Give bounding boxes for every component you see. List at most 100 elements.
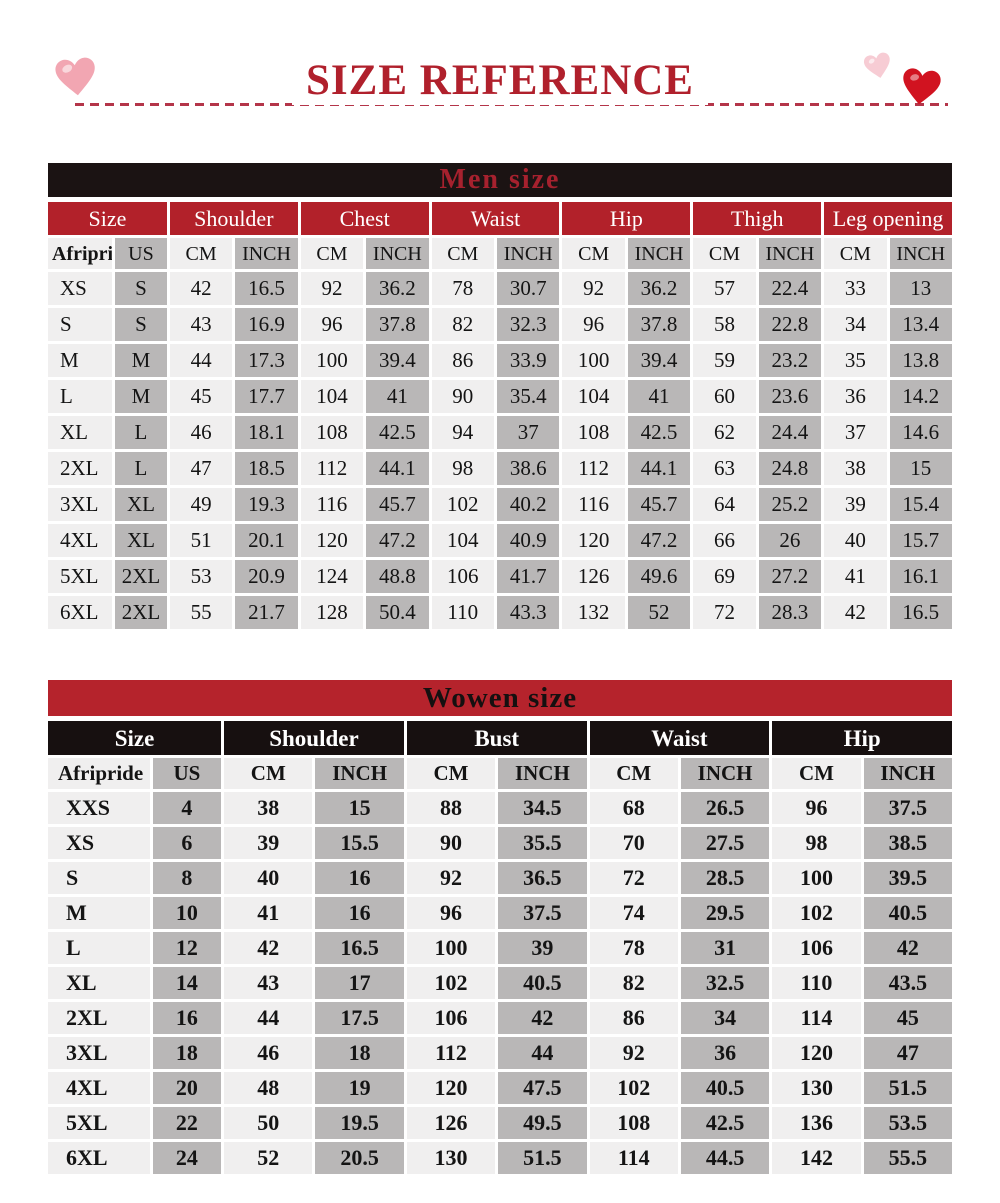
table-row: S 8 40 16 92 36.5 72 28.5 100 39.5 xyxy=(48,862,952,894)
value-cell: 108 xyxy=(562,416,625,449)
value-cell: 90 xyxy=(431,380,494,413)
value-cell: 16 xyxy=(152,1002,222,1034)
table-row: 3XL 18 46 18 112 44 92 36 120 47 xyxy=(48,1037,952,1069)
value-cell: 51.5 xyxy=(498,1142,587,1174)
value-cell: 136 xyxy=(772,1107,861,1139)
value-cell: 18.1 xyxy=(235,416,298,449)
value-cell: 38 xyxy=(224,792,313,824)
value-cell: 40 xyxy=(224,862,313,894)
value-cell: 37.8 xyxy=(366,308,429,341)
value-cell: 55.5 xyxy=(863,1142,952,1174)
value-cell: 104 xyxy=(300,380,364,413)
value-cell: 100 xyxy=(406,932,496,964)
size-cell: XS xyxy=(48,272,112,305)
value-cell: 120 xyxy=(562,524,625,557)
column-group-waist: Waist xyxy=(589,721,770,755)
table-row: 6XL 2XL 55 21.7 128 50.4 110 43.3 132 52 72 28.3 42 1… xyxy=(48,596,952,629)
size-cell: M xyxy=(48,897,150,929)
value-cell: 66 xyxy=(693,524,756,557)
value-cell: 42 xyxy=(863,932,952,964)
value-cell: 17.5 xyxy=(315,1002,404,1034)
subheader-cell-cm-2: CM xyxy=(169,238,233,269)
size-cell: 5XL xyxy=(48,1107,150,1139)
size-cell: 4XL xyxy=(48,524,112,557)
subheader-cell-inch-3: INCH xyxy=(235,238,298,269)
column-group-bust: Bust xyxy=(406,721,587,755)
value-cell: 45 xyxy=(169,380,233,413)
subheader-row: AfriprideUSCMINCHCMINCHCMINCHCMINCHCMINC… xyxy=(48,238,952,269)
value-cell: 19.5 xyxy=(315,1107,404,1139)
size-cell: 2XL xyxy=(48,452,112,485)
value-cell: 51.5 xyxy=(863,1072,952,1104)
value-cell: 37 xyxy=(497,416,560,449)
value-cell: 92 xyxy=(406,862,496,894)
subheader-cell-inch-11: INCH xyxy=(758,238,822,269)
value-cell: 112 xyxy=(562,452,625,485)
value-cell: 52 xyxy=(627,596,691,629)
value-cell: 25.2 xyxy=(758,488,822,521)
value-cell: 36.2 xyxy=(627,272,691,305)
value-cell: 102 xyxy=(431,488,494,521)
value-cell: 42 xyxy=(824,596,887,629)
table-row: 5XL 2XL 53 20.9 124 48.8 106 41.7 126 49.6 69 27.2 4… xyxy=(48,560,952,593)
value-cell: 39.4 xyxy=(366,344,429,377)
value-cell: XL xyxy=(115,488,167,521)
value-cell: 98 xyxy=(772,827,861,859)
value-cell: 40 xyxy=(824,524,887,557)
size-cell: XL xyxy=(48,416,112,449)
subheader-cell-inch-7: INCH xyxy=(680,758,770,789)
value-cell: 78 xyxy=(589,932,678,964)
value-cell: 18 xyxy=(152,1037,222,1069)
header: SIZE REFERENCE xyxy=(0,56,1000,128)
value-cell: 128 xyxy=(300,596,364,629)
size-cell: 6XL xyxy=(48,1142,150,1174)
value-cell: 40.9 xyxy=(497,524,560,557)
value-cell: 26 xyxy=(758,524,822,557)
table-row: 4XL XL 51 20.1 120 47.2 104 40.9 120 47.2 66 26 40 15… xyxy=(48,524,952,557)
subheader-cell-us-1: US xyxy=(152,758,222,789)
value-cell: 96 xyxy=(562,308,625,341)
table-row: 2XL L 47 18.5 112 44.1 98 38.6 112 44.1 63 24.8 38 15 xyxy=(48,452,952,485)
value-cell: 39 xyxy=(498,932,587,964)
women-table-title: Wowen size xyxy=(48,680,952,716)
value-cell: 35.4 xyxy=(497,380,560,413)
value-cell: 126 xyxy=(562,560,625,593)
value-cell: 38.5 xyxy=(863,827,952,859)
value-cell: 42 xyxy=(169,272,233,305)
column-group-size: Size xyxy=(48,202,167,235)
column-group-chest: Chest xyxy=(300,202,429,235)
table-row: XS 6 39 15.5 90 35.5 70 27.5 98 38.5 xyxy=(48,827,952,859)
value-cell: 106 xyxy=(406,1002,496,1034)
value-cell: 36.5 xyxy=(498,862,587,894)
value-cell: 15.4 xyxy=(889,488,952,521)
value-cell: 82 xyxy=(589,967,678,999)
value-cell: 50 xyxy=(224,1107,313,1139)
value-cell: 14.2 xyxy=(889,380,952,413)
value-cell: 32.3 xyxy=(497,308,560,341)
size-cell: 2XL xyxy=(48,1002,150,1034)
table-row: 6XL 24 52 20.5 130 51.5 114 44.5 142 55.5 xyxy=(48,1142,952,1174)
table-row: 4XL 20 48 19 120 47.5 102 40.5 130 51.5 xyxy=(48,1072,952,1104)
table-row: XXS 4 38 15 88 34.5 68 26.5 96 37.5 xyxy=(48,792,952,824)
value-cell: 110 xyxy=(431,596,494,629)
value-cell: 20.5 xyxy=(315,1142,404,1174)
value-cell: 24 xyxy=(152,1142,222,1174)
value-cell: 15.7 xyxy=(889,524,952,557)
value-cell: 42.5 xyxy=(366,416,429,449)
value-cell: 37.5 xyxy=(498,897,587,929)
value-cell: 22.8 xyxy=(758,308,822,341)
size-cell: 6XL xyxy=(48,596,112,629)
value-cell: 57 xyxy=(693,272,756,305)
value-cell: 41 xyxy=(366,380,429,413)
value-cell: 92 xyxy=(300,272,364,305)
value-cell: 44.1 xyxy=(627,452,691,485)
value-cell: 20.9 xyxy=(235,560,298,593)
value-cell: 19 xyxy=(315,1072,404,1104)
value-cell: 37.5 xyxy=(863,792,952,824)
value-cell: 38 xyxy=(824,452,887,485)
value-cell: 52 xyxy=(224,1142,313,1174)
value-cell: 63 xyxy=(693,452,756,485)
value-cell: 33.9 xyxy=(497,344,560,377)
value-cell: 14.6 xyxy=(889,416,952,449)
value-cell: 40.2 xyxy=(497,488,560,521)
